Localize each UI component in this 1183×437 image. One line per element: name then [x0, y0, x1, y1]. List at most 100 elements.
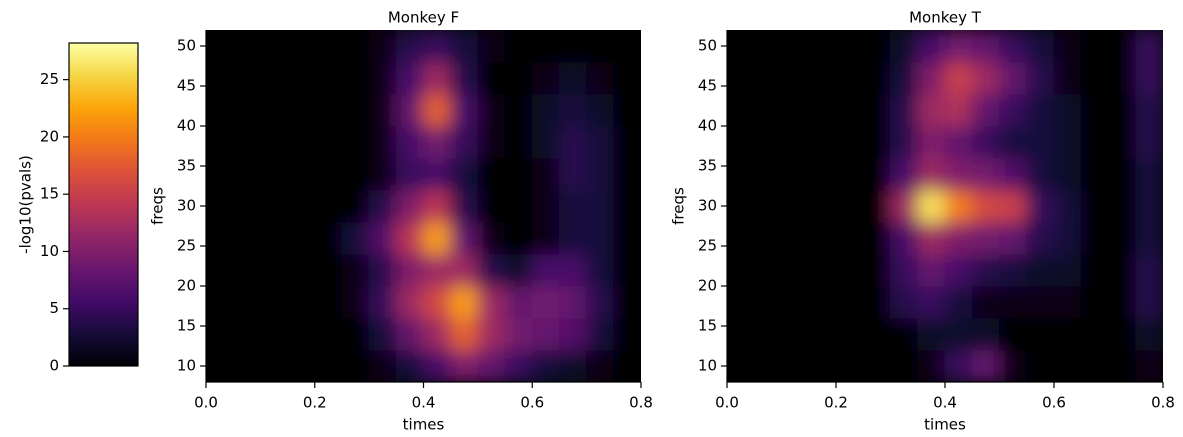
heatmap-cell	[753, 125, 782, 159]
heatmap-cell	[368, 189, 397, 223]
heatmap-cell	[613, 125, 641, 159]
y-tick-label: 35	[177, 157, 196, 175]
heatmap-cell	[232, 189, 261, 223]
heatmap-cell	[450, 61, 479, 95]
heatmap-cell	[504, 61, 533, 95]
heatmap-cell	[971, 157, 1000, 191]
heatmap-cell	[917, 157, 946, 191]
heatmap-cell	[450, 285, 479, 319]
heatmap-cell	[558, 61, 588, 95]
heatmap-cell	[944, 93, 973, 127]
heatmap-cell	[341, 93, 370, 127]
y-tick-label: 10	[698, 357, 717, 375]
heatmap-cell	[450, 317, 479, 351]
heatmap-cell	[259, 253, 289, 287]
heatmap-cell	[232, 157, 261, 191]
heatmap-cell	[423, 30, 452, 63]
heatmap-cell	[808, 125, 837, 159]
x-tick-label: 0.4	[412, 394, 436, 412]
heatmap-cell	[395, 221, 424, 255]
heatmap-cell	[395, 285, 424, 319]
heatmap-cell	[450, 125, 479, 159]
heatmap-cell	[999, 349, 1028, 382]
heatmap-cell	[287, 157, 316, 191]
heatmap-cell	[450, 157, 479, 191]
heatmap-cell	[504, 253, 533, 287]
heatmap-cell	[504, 125, 533, 159]
heatmap-cell	[944, 253, 973, 287]
heatmap-cell	[862, 349, 891, 382]
heatmap-cell	[753, 157, 782, 191]
heatmap-cell	[971, 189, 1000, 223]
heatmap-cell	[1026, 285, 1055, 319]
colorbar-tick-label: 10	[40, 242, 59, 260]
heatmap-cell	[368, 30, 397, 63]
heatmap-cell	[395, 317, 424, 351]
heatmap-cell	[232, 317, 261, 351]
heatmap-cell	[341, 30, 370, 63]
heatmap-cell	[1026, 317, 1055, 351]
heatmap-cell	[971, 125, 1000, 159]
heatmap-cell	[917, 30, 946, 63]
heatmap-cell	[259, 221, 289, 255]
heatmap-cell	[586, 221, 615, 255]
heatmap-cell	[450, 349, 479, 382]
heatmap-cell	[781, 93, 810, 127]
heatmap-cell	[1026, 125, 1055, 159]
colorbar-label: -log10(pvals)	[17, 155, 35, 254]
heatmap-cell	[781, 317, 810, 351]
heatmap-cell	[944, 125, 973, 159]
heatmap-cell	[971, 349, 1000, 382]
heatmap-cell	[1108, 317, 1137, 351]
heatmap-cell	[558, 221, 588, 255]
heatmap-cell	[586, 253, 615, 287]
heatmap-cell	[287, 317, 316, 351]
x-tick-label: 0.4	[933, 394, 957, 412]
heatmap-cell	[586, 61, 615, 95]
heatmap-cell	[423, 253, 452, 287]
y-tick-label: 40	[698, 117, 717, 135]
heatmap-cell	[1108, 30, 1137, 63]
heatmap-cell	[613, 157, 641, 191]
heatmap-cell	[835, 285, 864, 319]
heatmap-cell	[1135, 30, 1163, 63]
heatmap-cell	[314, 93, 343, 127]
x-tick-label: 0.8	[1151, 394, 1175, 412]
heatmap-cell	[781, 253, 810, 287]
heatmap-cell	[395, 93, 424, 127]
heatmap-cell	[1053, 30, 1082, 63]
heatmap-cell	[287, 253, 316, 287]
heatmap-cell	[835, 349, 864, 382]
heatmap-cell	[531, 221, 560, 255]
heatmap-cell	[835, 157, 864, 191]
heatmap-cell	[504, 285, 533, 319]
heatmap-cell	[917, 317, 946, 351]
y-tick-label: 25	[177, 237, 196, 255]
heatmap-cell	[890, 253, 919, 287]
heatmap-cell	[862, 125, 891, 159]
heatmap-cell	[314, 157, 343, 191]
heatmap-cell	[727, 253, 755, 287]
colorbar-tick-label: 0	[49, 357, 59, 375]
heatmap-cell	[808, 285, 837, 319]
heatmap-cell	[586, 30, 615, 63]
heatmap-cell	[1080, 93, 1109, 127]
heatmap-cell	[341, 349, 370, 382]
heatmap-cell	[862, 93, 891, 127]
heatmap-cell	[504, 30, 533, 63]
heatmap-cell	[781, 221, 810, 255]
heatmap-cell	[1135, 157, 1163, 191]
heatmap-cell	[287, 30, 316, 63]
heatmap-cell	[395, 157, 424, 191]
heatmap-cell	[1026, 157, 1055, 191]
heatmap-cell	[944, 285, 973, 319]
heatmap-cell	[808, 157, 837, 191]
heatmap-cell	[971, 221, 1000, 255]
y-tick-label: 35	[698, 157, 717, 175]
heatmap-cell	[206, 285, 234, 319]
heatmap-cell	[477, 30, 506, 63]
heatmap-cell	[314, 285, 343, 319]
heatmap-cell	[890, 221, 919, 255]
heatmap-cell	[1053, 125, 1082, 159]
heatmap-cell	[206, 317, 234, 351]
